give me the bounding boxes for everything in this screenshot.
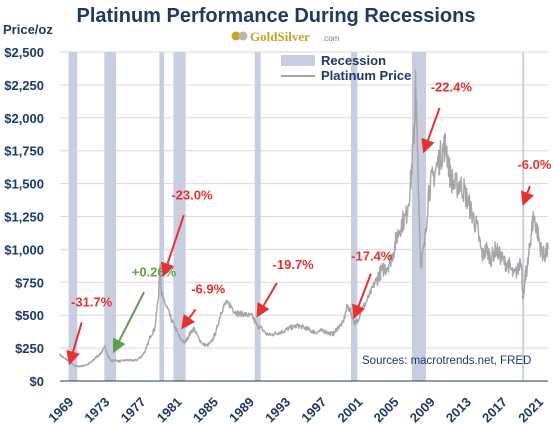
chart-title: Platinum Performance During Recessions <box>76 5 475 27</box>
y-tick-label: $2,000 <box>4 111 44 126</box>
x-tick-label: 2001 <box>334 394 365 425</box>
x-tick-labels: 1969 1973 1977 1981 1985 1989 1993 1997 2001 2005… <box>45 394 546 425</box>
annotation-arrow <box>66 322 83 366</box>
recession-band <box>104 52 117 381</box>
x-tick-label: 2013 <box>443 394 474 425</box>
y-tick-label: $500 <box>15 308 44 323</box>
platinum-price-line <box>59 69 549 368</box>
x-tick-label: 1981 <box>154 394 185 425</box>
annotation-label: -23.0% <box>171 187 213 202</box>
annotation-label: -22.4% <box>431 79 473 94</box>
annotations: -31.7% +0.26% -23.0% -6.9% -19.7% -17.4% -22.4… <box>66 79 552 366</box>
annotation-arrow <box>421 107 441 154</box>
y-tick-label: $1,000 <box>4 242 44 257</box>
legend-recession-swatch <box>281 55 315 66</box>
x-tick-label: 2005 <box>371 394 402 425</box>
recession-bands <box>68 52 525 381</box>
x-tick-label: 1989 <box>226 394 257 425</box>
source-note: Sources: macrotrends.net, FRED <box>362 355 531 367</box>
y-tick-label: $1,250 <box>4 210 44 225</box>
annotation-label: -6.0% <box>517 157 551 172</box>
silver-coin-icon <box>238 31 248 41</box>
annotation-arrow <box>256 282 278 318</box>
y-tick-label: $2,250 <box>4 78 44 93</box>
x-tick-label: 1993 <box>262 394 293 425</box>
annotation-label: +0.26% <box>132 264 177 279</box>
x-tick-label: 1985 <box>190 394 221 425</box>
annotation-label: -19.7% <box>273 257 315 272</box>
recession-band <box>522 52 525 381</box>
y-tick-label: $2,500 <box>4 45 44 60</box>
x-tick-label: 1977 <box>118 394 149 425</box>
x-tick-label: 1973 <box>81 394 112 425</box>
y-tick-labels: $0 $250 $500 $750 $1,000 $1,250 $1,500 $1,750 $2… <box>4 45 44 389</box>
recession-band <box>254 52 261 381</box>
recession-band <box>173 52 186 381</box>
legend-price-label: Platinum Price <box>321 68 411 83</box>
annotation-label: -6.9% <box>191 281 225 296</box>
y-tick-label: $1,750 <box>4 144 44 159</box>
logo-brand: GoldSilver <box>250 29 310 44</box>
x-tick-label: 1969 <box>45 394 76 425</box>
logo-suffix: .com <box>322 34 340 43</box>
y-axis-label: Price/oz <box>3 22 53 37</box>
annotation-arrow <box>181 308 197 330</box>
annotation-arrow <box>352 273 372 320</box>
x-tick-label: 2017 <box>479 394 510 425</box>
annotation-label: -31.7% <box>71 295 113 310</box>
annotation-arrow <box>112 291 145 354</box>
y-tick-label: $250 <box>15 341 44 356</box>
recession-band <box>350 52 358 381</box>
x-tick-label: 2009 <box>407 394 438 425</box>
legend-recession-label: Recession <box>321 53 386 68</box>
goldsilver-logo: GoldSilver .com <box>231 29 340 44</box>
recession-band <box>68 52 78 381</box>
recession-band <box>159 52 164 381</box>
annotation-arrow <box>520 185 535 206</box>
y-tick-label: $750 <box>15 275 44 290</box>
legend: Recession Platinum Price <box>281 53 411 83</box>
x-tick-label: 2021 <box>515 394 546 425</box>
gridlines <box>60 51 548 349</box>
gold-coin-icon <box>231 31 241 41</box>
x-tick-label: 1997 <box>298 394 329 425</box>
y-tick-label: $0 <box>30 374 44 389</box>
y-tick-label: $1,500 <box>4 177 44 192</box>
annotation-label: -17.4% <box>351 249 393 264</box>
annotation-arrow <box>160 214 185 278</box>
